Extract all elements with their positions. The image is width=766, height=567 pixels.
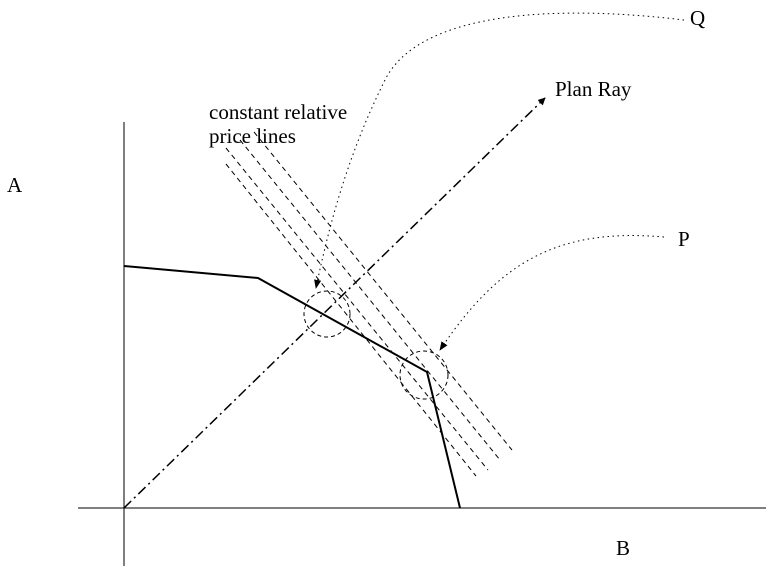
circle-kink-point — [399, 350, 449, 400]
price-lines-label-line-2: price lines — [209, 124, 296, 149]
price-line-4 — [225, 163, 477, 477]
axis-label-a: A — [7, 173, 23, 197]
price-lines-label: constant relative price lines — [209, 100, 347, 148]
circle-plan-point — [303, 290, 351, 338]
price-line-2 — [239, 139, 501, 461]
pointer-q — [314, 12, 685, 289]
price-line-1 — [225, 147, 489, 471]
plan-ray-label: Plan Ray — [555, 77, 632, 101]
label-p: P — [678, 227, 690, 251]
axis-label-b: B — [616, 536, 631, 560]
production-frontier — [123, 265, 461, 509]
constant-price-lines — [225, 131, 513, 477]
price-lines-label-line-1: constant relative — [209, 100, 348, 124]
plan-ray — [123, 97, 546, 509]
price-line-3 — [253, 131, 513, 451]
pointer-p — [439, 235, 665, 351]
label-q: Q — [690, 6, 706, 30]
